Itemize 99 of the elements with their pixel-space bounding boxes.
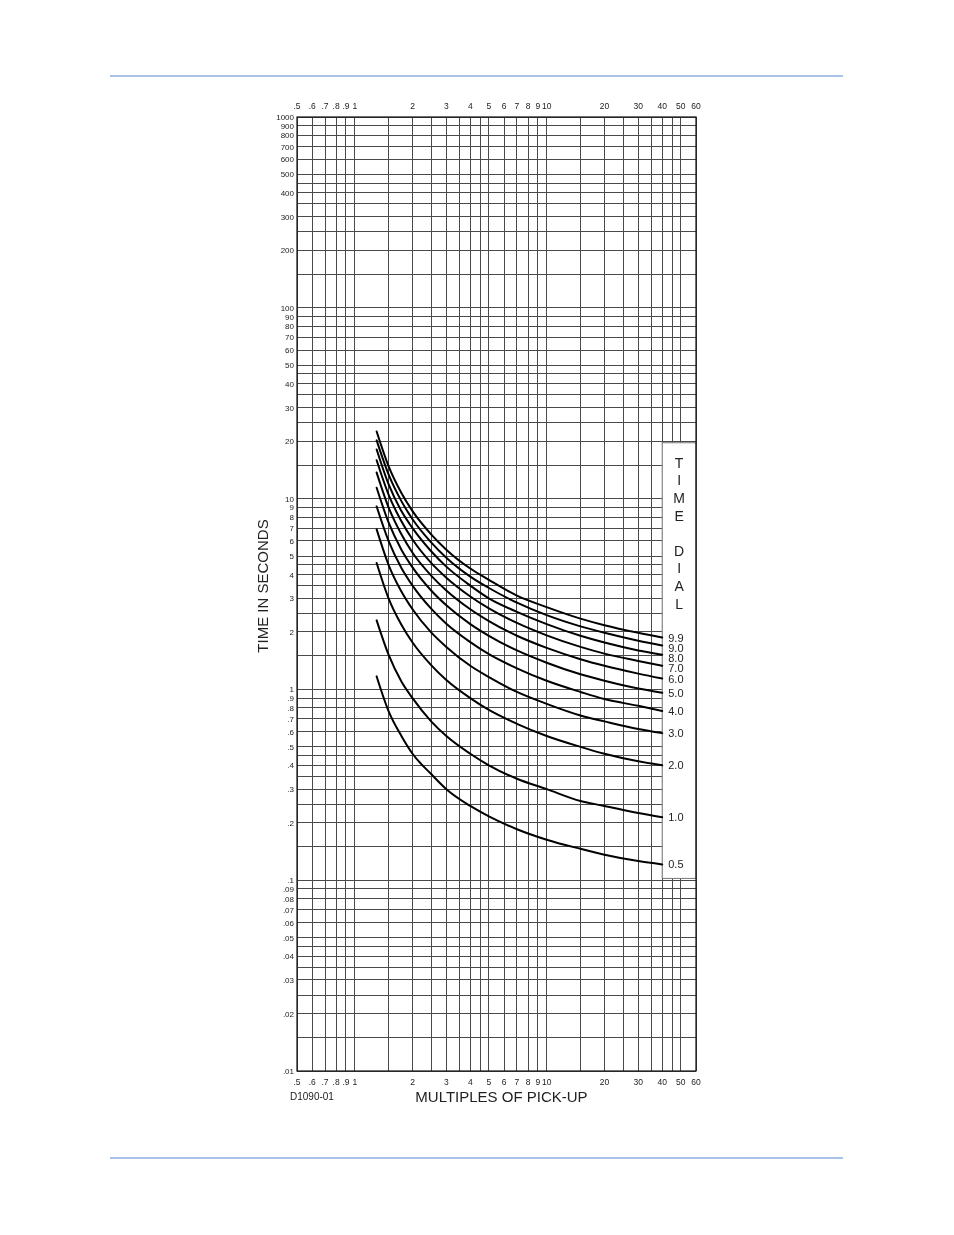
y-tick-label: 400 bbox=[280, 188, 295, 198]
x-tick-label: 6 bbox=[501, 1077, 507, 1087]
x-tick-label: 2 bbox=[410, 1077, 416, 1087]
text: .6 bbox=[308, 101, 316, 111]
text: 10 bbox=[541, 101, 552, 111]
y-tick-label: .5 bbox=[287, 742, 295, 752]
y-tick-label: .6 bbox=[287, 727, 295, 737]
x-tick-label: .8 bbox=[332, 1077, 340, 1087]
y-tick-label: .4 bbox=[287, 761, 295, 771]
text: 1 bbox=[352, 101, 358, 111]
y-tick-label: 50 bbox=[285, 361, 295, 371]
text: 50 bbox=[676, 101, 686, 111]
text: 30 bbox=[633, 101, 643, 111]
x-tick-label: 40 bbox=[657, 1077, 668, 1087]
y-tick-label: 10 bbox=[285, 494, 295, 504]
y-tick-label: 6 bbox=[289, 536, 295, 546]
series-label: 6.0 bbox=[668, 672, 684, 685]
x-axis-title: MULTIPLES OF PICK-UP bbox=[415, 1088, 588, 1105]
series-label: 3.0 bbox=[668, 727, 684, 740]
y-tick-label: .05 bbox=[282, 933, 295, 943]
series-label: 4.0 bbox=[668, 705, 684, 718]
y-tick-label: 800 bbox=[280, 131, 295, 141]
y-tick-label: 3 bbox=[289, 594, 295, 604]
y-tick-label: .8 bbox=[287, 703, 295, 713]
x-tick-label: .9 bbox=[342, 1077, 350, 1087]
y-tick-label: 20 bbox=[285, 437, 295, 447]
text: 8 bbox=[525, 101, 531, 111]
x-tick-label: 5 bbox=[486, 1077, 492, 1087]
y-tick-label: 500 bbox=[280, 170, 295, 180]
y-tick-label: 900 bbox=[280, 121, 295, 131]
y-tick-label: .3 bbox=[287, 785, 295, 795]
text: .9 bbox=[342, 101, 350, 111]
y-tick-label: .06 bbox=[282, 918, 295, 928]
series-label: 8.0 bbox=[668, 651, 684, 664]
y-tick-label: 40 bbox=[285, 379, 295, 389]
y-tick-label: .07 bbox=[282, 905, 295, 915]
x-tick-label: .6 bbox=[308, 1077, 317, 1087]
x-tick-label: 20 bbox=[599, 1077, 610, 1087]
text: 7 bbox=[514, 101, 520, 111]
text: D1090-01 bbox=[290, 1091, 335, 1102]
x-tick-label: 50 bbox=[676, 1077, 686, 1087]
y-tick-label: 60 bbox=[285, 346, 295, 356]
y-tick-label: .9 bbox=[287, 694, 295, 704]
y-tick-label: 700 bbox=[280, 142, 295, 152]
y-tick-label: .1 bbox=[287, 876, 295, 886]
series-label: 7.0 bbox=[668, 661, 684, 674]
x-tick-label: 9 bbox=[535, 1077, 541, 1087]
y-tick-label: 4 bbox=[289, 570, 295, 580]
y-tick-label: 9 bbox=[289, 503, 295, 513]
y-tick-label: 30 bbox=[285, 403, 295, 413]
x-tick-label: .7 bbox=[321, 1077, 329, 1087]
series-label: 9.0 bbox=[668, 641, 684, 654]
series-label: 5.0 bbox=[668, 686, 684, 699]
y-tick-label: 100 bbox=[280, 303, 295, 313]
series-label: 0.5 bbox=[668, 858, 684, 871]
y-tick-label: 1000 bbox=[276, 113, 295, 122]
series-label: 9.9 bbox=[668, 631, 684, 644]
y-tick-label: 70 bbox=[285, 333, 295, 343]
text: 3 bbox=[443, 101, 449, 111]
x-tick-label: 10 bbox=[541, 1077, 552, 1087]
y-tick-label: .01 bbox=[282, 1067, 295, 1076]
y-tick-label: 1 bbox=[289, 685, 295, 695]
y-tick-label: 5 bbox=[289, 552, 295, 562]
y-tick-label: 300 bbox=[280, 212, 295, 222]
y-tick-label: 200 bbox=[280, 246, 295, 256]
y-tick-label: 2 bbox=[289, 627, 295, 637]
x-tick-label: 1 bbox=[352, 1077, 358, 1087]
y-tick-label: .7 bbox=[287, 714, 295, 724]
y-tick-label: .2 bbox=[287, 818, 295, 828]
text: 20 bbox=[599, 101, 610, 111]
series-label: 2.0 bbox=[668, 759, 684, 772]
text: 40 bbox=[657, 101, 667, 111]
text: 6 bbox=[501, 101, 507, 111]
x-tick-label: 8 bbox=[525, 1077, 531, 1087]
y-tick-label: 7 bbox=[289, 524, 295, 534]
x-tick-label: 60 bbox=[691, 1077, 701, 1087]
y-tick-label: .09 bbox=[282, 884, 295, 894]
y-axis-title: TIME IN SECONDS bbox=[254, 519, 271, 653]
text: 5 bbox=[486, 101, 492, 111]
text: 9 bbox=[535, 101, 541, 111]
text: 60 bbox=[691, 101, 701, 111]
y-tick-label: .08 bbox=[282, 894, 295, 904]
y-tick-label: 600 bbox=[280, 155, 295, 165]
series-label: 1.0 bbox=[668, 811, 684, 824]
x-tick-label: 4 bbox=[467, 1077, 473, 1087]
y-tick-label: .02 bbox=[282, 1009, 295, 1019]
y-tick-label: 8 bbox=[289, 513, 295, 523]
y-tick-label: .04 bbox=[282, 952, 295, 962]
y-tick-label: 90 bbox=[285, 312, 295, 322]
x-tick-label: 3 bbox=[443, 1077, 449, 1087]
y-tick-label: .03 bbox=[282, 975, 295, 985]
text: 4 bbox=[467, 101, 473, 111]
x-tick-label: 7 bbox=[514, 1077, 520, 1087]
x-tick-label: 30 bbox=[633, 1077, 644, 1087]
y-tick-label: 80 bbox=[285, 322, 295, 332]
text: TIME DIAL bbox=[673, 454, 685, 612]
text: 2 bbox=[410, 101, 415, 111]
text: .7 bbox=[321, 101, 329, 111]
text: .8 bbox=[332, 101, 340, 111]
